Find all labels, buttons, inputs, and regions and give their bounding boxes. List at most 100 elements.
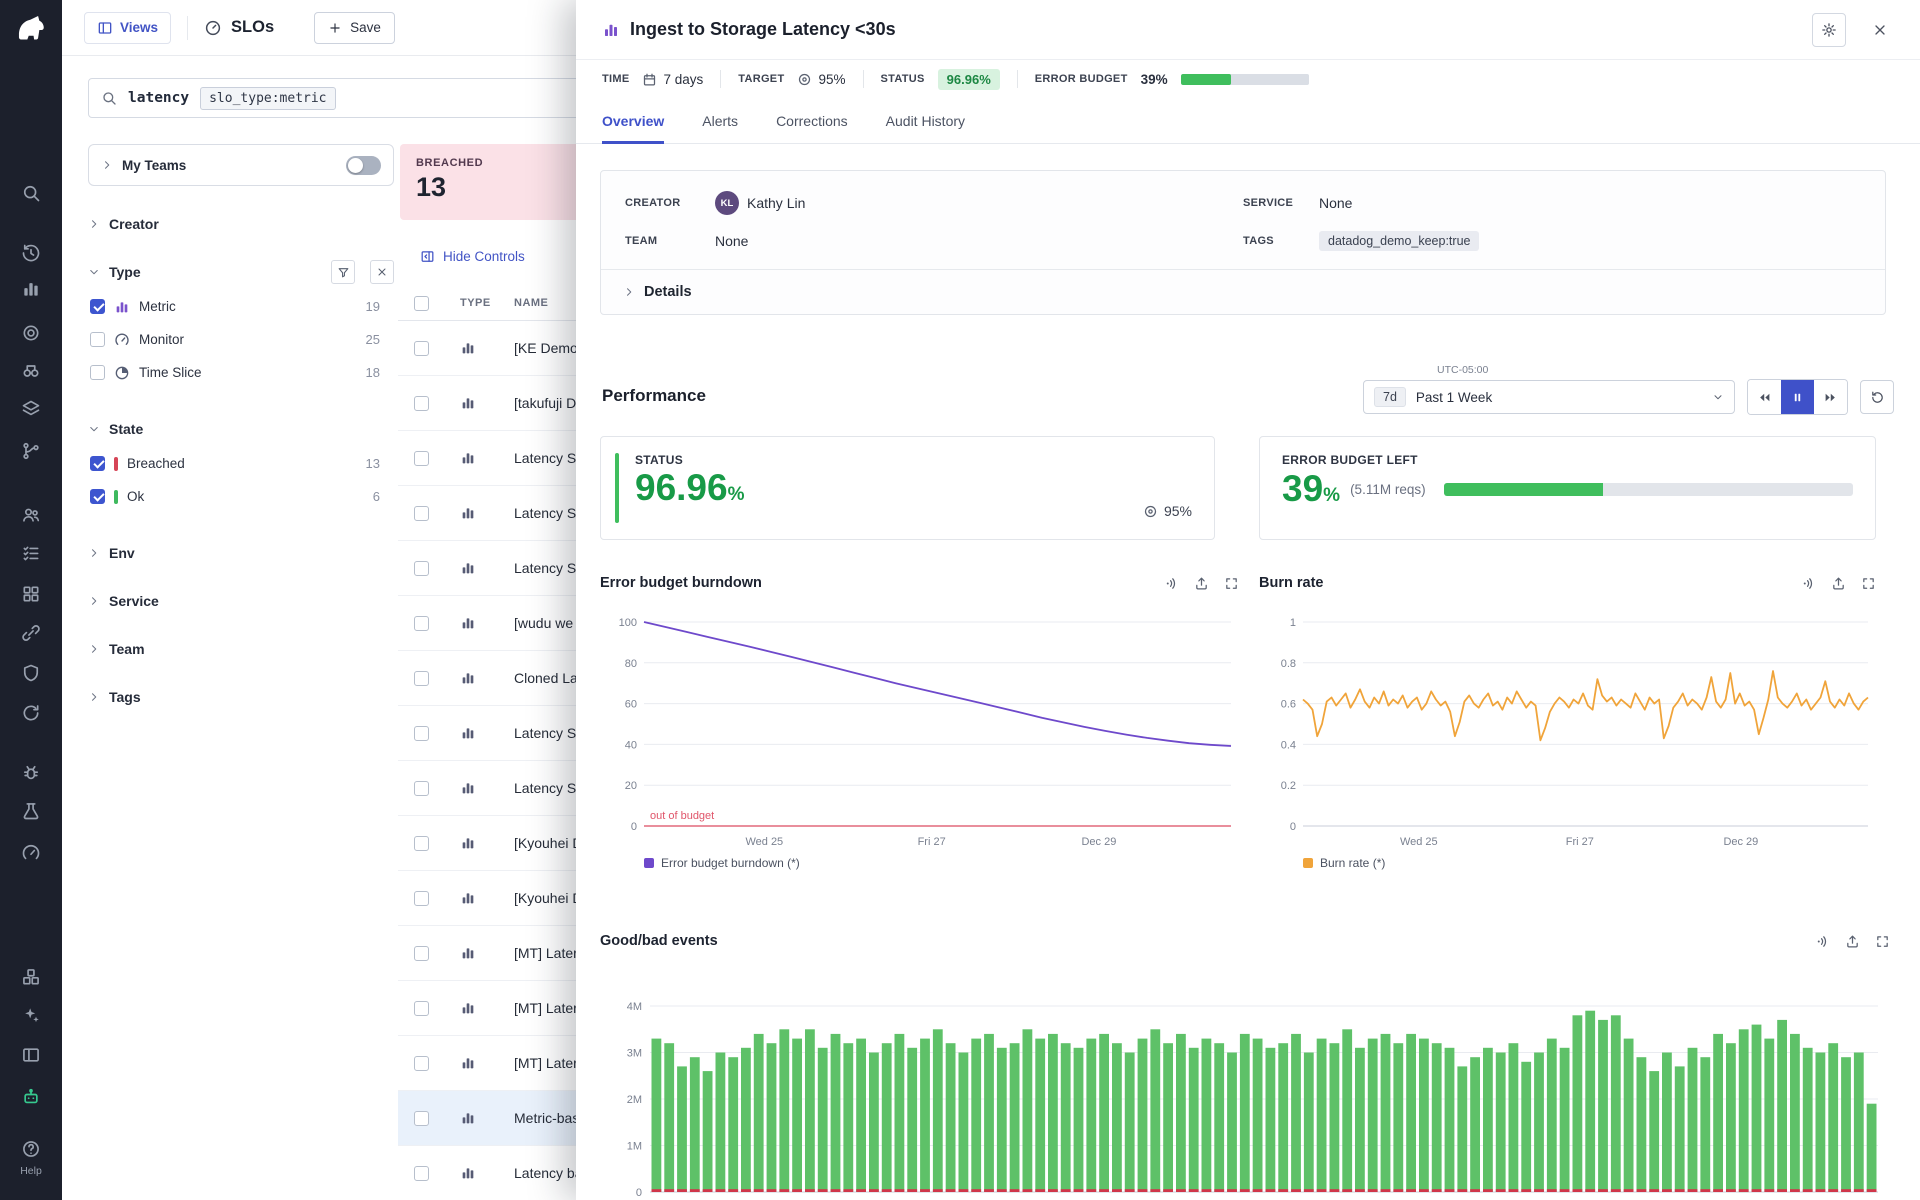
rewind-button[interactable]: [1748, 380, 1781, 414]
datadog-logo-icon[interactable]: [14, 10, 48, 44]
facet-header-env[interactable]: Env: [88, 535, 394, 571]
facet-option-ok[interactable]: Ok 6: [88, 480, 394, 513]
stream-icon[interactable]: [1164, 576, 1179, 591]
burn-rate-chart[interactable]: 0 0.2 0.4 0.6 0.8 1 Wed 25 Fri 27 Dec 29: [1259, 612, 1876, 852]
windows-layout-icon[interactable]: [18, 1042, 44, 1068]
chart-legend[interactable]: Burn rate (*): [1303, 856, 1876, 870]
facet-header-type[interactable]: Type: [88, 254, 394, 290]
detail-meta-row: TIME 7 days TARGET 95% STATUS 96.96% ERR…: [576, 60, 1920, 98]
hide-controls-button[interactable]: Hide Controls: [420, 249, 525, 264]
facet-option-time-slice[interactable]: Time Slice 18: [88, 356, 394, 389]
row-checkbox[interactable]: [414, 450, 429, 466]
tab-audit-history[interactable]: Audit History: [885, 113, 966, 129]
search-icon[interactable]: [18, 180, 44, 206]
apps-grid-icon[interactable]: [18, 581, 44, 607]
row-checkbox[interactable]: [414, 780, 429, 796]
clear-filter-icon[interactable]: [370, 260, 394, 284]
export-icon[interactable]: [1194, 576, 1209, 591]
row-checkbox[interactable]: [414, 670, 429, 686]
row-checkbox[interactable]: [414, 395, 429, 411]
row-checkbox[interactable]: [414, 725, 429, 741]
checkbox-checked[interactable]: [90, 489, 105, 504]
tag-chip[interactable]: datadog_demo_keep:true: [1319, 231, 1480, 251]
row-checkbox[interactable]: [414, 505, 429, 521]
export-icon[interactable]: [1845, 934, 1860, 949]
bug-icon[interactable]: [18, 760, 44, 786]
history-icon[interactable]: [18, 240, 44, 266]
tab-alerts[interactable]: Alerts: [702, 113, 739, 129]
facet-option-metric[interactable]: Metric 19: [88, 290, 394, 323]
good-bad-events-panel: Good/bad events 0 1M 2M 3M 4M: [600, 928, 1890, 1198]
metrics-icon[interactable]: [18, 276, 44, 302]
stream-icon[interactable]: [1815, 934, 1830, 949]
row-checkbox[interactable]: [414, 945, 429, 961]
row-checkbox[interactable]: [414, 560, 429, 576]
watchdog-icon[interactable]: [18, 358, 44, 384]
tab-overview[interactable]: Overview: [602, 113, 665, 144]
facet-option-monitor[interactable]: Monitor 25: [88, 323, 394, 356]
facet-header-team[interactable]: Team: [88, 631, 394, 667]
search-filter-chip[interactable]: slo_type:metric: [200, 86, 336, 110]
filter-funnel-icon[interactable]: [331, 260, 355, 284]
details-expander[interactable]: Details: [601, 269, 1885, 314]
row-checkbox[interactable]: [414, 1110, 429, 1126]
checkbox-checked[interactable]: [90, 299, 105, 314]
column-header-name[interactable]: NAME: [514, 297, 549, 309]
tab-corrections[interactable]: Corrections: [776, 113, 848, 129]
blocks-icon[interactable]: [18, 964, 44, 990]
checkbox-checked[interactable]: [90, 456, 105, 471]
facet-option-breached[interactable]: Breached 13: [88, 447, 394, 480]
facet-header-creator[interactable]: Creator: [88, 206, 394, 242]
row-checkbox[interactable]: [414, 340, 429, 356]
burn-rate-panel: Burn rate 0 0.2 0.4 0.6 0.8 1 Wed 25 Fri 27 Dec …: [1259, 570, 1876, 870]
apm-branch-icon[interactable]: [18, 438, 44, 464]
facet-header-state[interactable]: State: [88, 411, 394, 447]
checklist-icon[interactable]: [18, 540, 44, 566]
forward-button[interactable]: [1814, 380, 1847, 414]
expand-icon[interactable]: [1875, 934, 1890, 949]
facet-header-tags[interactable]: Tags: [88, 679, 394, 715]
row-checkbox[interactable]: [414, 1165, 429, 1181]
infrastructure-icon[interactable]: [18, 396, 44, 422]
save-button[interactable]: Save: [314, 11, 395, 44]
security-shield-icon[interactable]: [18, 660, 44, 686]
good-bad-events-chart[interactable]: 0 1M 2M 3M 4M: [600, 976, 1890, 1198]
views-button[interactable]: Views: [84, 11, 172, 44]
expand-icon[interactable]: [1224, 576, 1239, 591]
row-checkbox[interactable]: [414, 615, 429, 631]
monitors-icon[interactable]: [18, 320, 44, 346]
checkbox-unchecked[interactable]: [90, 332, 105, 347]
row-checkbox[interactable]: [414, 1000, 429, 1016]
sparkles-icon[interactable]: [18, 1002, 44, 1028]
time-range-dropdown[interactable]: 7d Past 1 Week: [1363, 380, 1735, 414]
error-budget-burndown-chart[interactable]: 0 20 40 60 80 100 Wed 25 Fri 27 Dec 29 out of bud…: [600, 612, 1239, 852]
flask-icon[interactable]: [18, 798, 44, 824]
checkbox-unchecked[interactable]: [90, 365, 105, 380]
organization-icon[interactable]: [18, 502, 44, 528]
pause-button[interactable]: [1781, 380, 1814, 414]
expand-icon[interactable]: [1861, 576, 1876, 591]
settings-button[interactable]: [1812, 12, 1846, 47]
close-button[interactable]: [1866, 21, 1894, 39]
team-value: None: [715, 233, 749, 249]
chart-legend[interactable]: Error budget burndown (*): [644, 856, 1239, 870]
ci-rotate-icon[interactable]: [18, 700, 44, 726]
reset-zoom-button[interactable]: [1860, 380, 1894, 414]
bits-ai-robot-icon[interactable]: [18, 1084, 44, 1110]
help-icon[interactable]: [18, 1136, 44, 1162]
select-all-checkbox[interactable]: [414, 295, 429, 311]
search-term[interactable]: latency: [128, 90, 190, 106]
row-checkbox[interactable]: [414, 1055, 429, 1071]
my-teams-toggle-row[interactable]: My Teams: [88, 144, 394, 186]
column-header-type[interactable]: TYPE: [460, 297, 491, 309]
row-checkbox[interactable]: [414, 835, 429, 851]
chevron-down-icon: [88, 266, 100, 278]
integrations-link-icon[interactable]: [18, 620, 44, 646]
row-checkbox[interactable]: [414, 890, 429, 906]
export-icon[interactable]: [1831, 576, 1846, 591]
stream-icon[interactable]: [1801, 576, 1816, 591]
table-row[interactable]: Latency ba: [398, 1146, 998, 1200]
facet-header-service[interactable]: Service: [88, 583, 394, 619]
my-teams-switch[interactable]: [346, 155, 381, 175]
gauge-icon[interactable]: [18, 840, 44, 866]
